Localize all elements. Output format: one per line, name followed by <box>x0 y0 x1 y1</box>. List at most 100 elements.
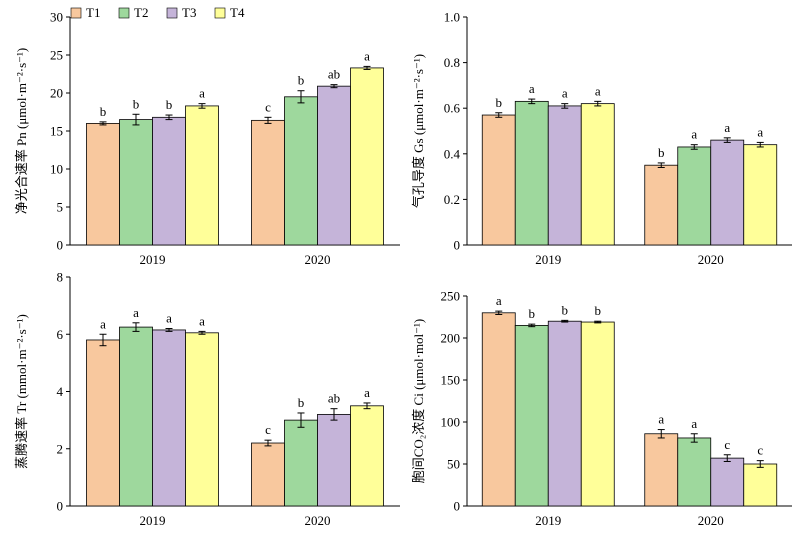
significance-label: a <box>199 313 205 328</box>
significance-label: b <box>595 303 602 318</box>
y-axis-label: 蒸腾速率 Tr (mmol·m⁻²·s⁻¹) <box>14 314 29 469</box>
y-tick-label: 0 <box>57 499 64 514</box>
bar <box>743 144 778 246</box>
y-tick-label: 0 <box>57 238 64 253</box>
y-tick-label: 30 <box>50 10 63 25</box>
bar <box>86 123 120 246</box>
bar <box>185 105 219 246</box>
legend-item-t1: T1 <box>70 5 100 20</box>
legend-item-t2: T2 <box>118 5 148 20</box>
legend-item-t4: T4 <box>214 5 245 20</box>
y-tick-label: 0.2 <box>444 192 460 207</box>
legend-swatch-t4 <box>214 7 226 19</box>
y-tick-label: 15 <box>50 124 63 139</box>
y-tick-label: 250 <box>441 289 461 304</box>
bar <box>152 116 186 246</box>
bar <box>677 437 712 507</box>
legend-label-t4: T4 <box>230 5 245 20</box>
significance-label: a <box>562 86 568 101</box>
y-tick-label: 8 <box>57 270 64 285</box>
x-tick-label: 2020 <box>698 252 724 267</box>
x-tick-label: 2020 <box>305 252 331 267</box>
y-tick-label: 0.4 <box>444 146 461 161</box>
y-tick-label: 10 <box>50 162 63 177</box>
x-tick-label: 2020 <box>305 513 331 528</box>
significance-label: b <box>100 104 107 119</box>
y-tick-label: 0.8 <box>444 55 460 70</box>
legend-label-t2: T2 <box>134 5 148 20</box>
bar <box>119 119 153 246</box>
x-tick-label: 2019 <box>535 252 561 267</box>
bar <box>644 433 679 507</box>
significance-label: b <box>298 395 305 410</box>
y-tick-label: 1.0 <box>444 10 460 25</box>
significance-label: b <box>562 302 569 317</box>
chart-intercellular-co2: 0 50 100 150 200 250 胞间CO₂浓度 Ci (μmol·mol⁻¹) 20… <box>411 289 792 528</box>
bar <box>644 164 679 246</box>
bar <box>481 114 516 246</box>
bar <box>317 85 351 246</box>
bar <box>710 457 745 507</box>
bar <box>119 326 153 507</box>
y-tick-label: 150 <box>441 373 461 388</box>
legend-swatch-t3 <box>166 7 178 19</box>
y-tick-label: 100 <box>441 415 461 430</box>
chart-transpiration: 0 2 4 6 8 蒸腾速率 Tr (mmol·m⁻²·s⁻¹) 2019 a a a a 2020 c… <box>14 270 400 528</box>
significance-label: a <box>364 385 370 400</box>
significance-label: b <box>496 95 503 110</box>
significance-label: a <box>100 316 106 331</box>
bar <box>677 146 712 246</box>
significance-label: a <box>691 127 697 142</box>
significance-label: a <box>133 305 139 320</box>
legend-swatch-t1 <box>70 7 82 19</box>
bar <box>743 463 778 507</box>
bar <box>251 119 285 246</box>
y-tick-label: 2 <box>57 441 64 456</box>
bar <box>710 139 745 246</box>
bar <box>317 413 351 507</box>
significance-label: a <box>757 124 763 139</box>
y-tick-label: 25 <box>50 48 63 63</box>
significance-label: a <box>199 86 205 101</box>
y-axis-label: 气孔导度 Gs (μmol·m⁻²·s⁻¹) <box>411 54 426 208</box>
legend-item-t3: T3 <box>166 5 196 20</box>
significance-label: a <box>166 311 172 326</box>
significance-label: a <box>529 81 535 96</box>
bar <box>86 339 120 507</box>
significance-label: c <box>724 437 730 452</box>
y-tick-label: 4 <box>57 384 64 399</box>
significance-label: a <box>364 48 370 63</box>
y-tick-label: 50 <box>447 457 460 472</box>
bar <box>350 405 384 507</box>
y-tick-label: 200 <box>441 331 461 346</box>
significance-label: a <box>496 293 502 308</box>
chart-stomatal-conductance: 0 0.2 0.4 0.6 0.8 1.0 气孔导度 Gs (μmol·m⁻²·s⁻¹) 20… <box>411 10 792 267</box>
bar <box>514 100 549 246</box>
significance-label: b <box>133 96 140 111</box>
y-tick-label: 0 <box>454 238 461 253</box>
bar <box>284 419 318 507</box>
bar <box>152 329 186 507</box>
significance-label: a <box>658 412 664 427</box>
y-tick-label: 20 <box>50 86 63 101</box>
x-tick-label: 2019 <box>140 252 166 267</box>
legend: T1 T2 T3 T4 <box>70 5 245 20</box>
y-tick-label: 5 <box>57 200 64 215</box>
y-axis-label: 净光合速率 Pn (μmol·m⁻²·s⁻¹) <box>14 48 29 214</box>
x-tick-label: 2020 <box>698 513 724 528</box>
legend-label-t3: T3 <box>182 5 196 20</box>
significance-label: b <box>529 306 536 321</box>
significance-label: b <box>298 73 305 88</box>
bar <box>547 320 582 507</box>
y-tick-label: 0 <box>454 499 461 514</box>
significance-label: c <box>265 422 271 437</box>
bar <box>481 312 516 507</box>
significance-label: b <box>658 145 665 160</box>
legend-label-t1: T1 <box>86 5 100 20</box>
y-tick-label: 0.6 <box>444 101 461 116</box>
significance-label: a <box>691 416 697 431</box>
significance-label: ab <box>328 391 340 406</box>
significance-label: a <box>595 83 601 98</box>
significance-label: a <box>724 120 730 135</box>
bar <box>251 442 285 507</box>
